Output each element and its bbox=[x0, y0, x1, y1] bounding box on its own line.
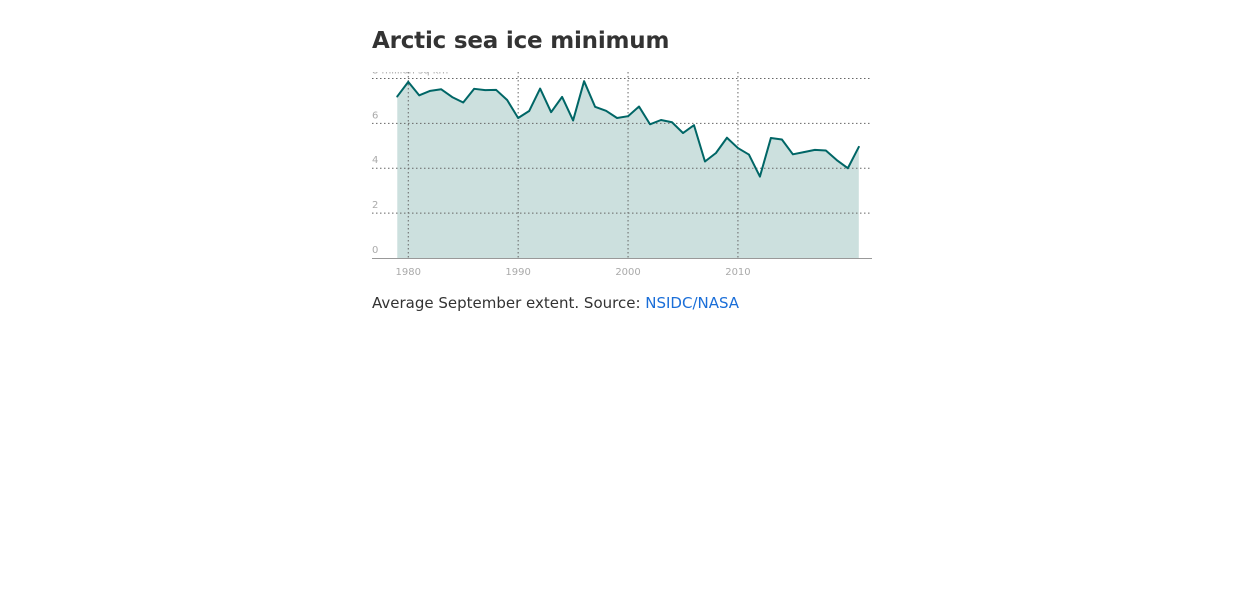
data-point bbox=[561, 96, 563, 98]
data-point bbox=[594, 105, 596, 108]
data-point bbox=[814, 149, 816, 151]
data-point bbox=[462, 101, 465, 104]
area-chart: 0 2 4 6 8 million sq km 1980 1990 2000 2010 bbox=[372, 72, 872, 278]
data-point bbox=[770, 137, 772, 139]
data-point bbox=[847, 167, 849, 170]
data-point bbox=[429, 90, 432, 92]
x-tick-label: 1990 bbox=[505, 267, 530, 278]
chart-caption: Average September extent. Source: NSIDC/… bbox=[372, 294, 739, 312]
data-point bbox=[737, 147, 739, 149]
data-point bbox=[649, 123, 651, 126]
y-tick-label: 6 bbox=[372, 110, 378, 121]
data-point bbox=[605, 110, 607, 112]
data-point bbox=[396, 95, 399, 98]
data-point bbox=[825, 149, 827, 152]
x-tick-label: 1980 bbox=[396, 267, 421, 278]
caption-text: Average September extent. Source: bbox=[372, 294, 646, 312]
data-point bbox=[627, 115, 629, 117]
data-point bbox=[660, 119, 662, 121]
area-fill bbox=[397, 81, 859, 259]
data-point bbox=[858, 146, 860, 148]
y-tick-label: 0 bbox=[372, 245, 378, 256]
data-point bbox=[704, 160, 706, 163]
data-point bbox=[539, 87, 541, 90]
data-point bbox=[484, 89, 486, 91]
data-point bbox=[748, 153, 750, 156]
data-point bbox=[616, 117, 618, 119]
data-point bbox=[495, 89, 497, 91]
chart-card: Arctic sea ice minimum 0 2 4 6 8 million sq … bbox=[372, 26, 872, 312]
data-point bbox=[407, 81, 410, 83]
x-tick-label: 2010 bbox=[725, 267, 750, 278]
data-point bbox=[517, 117, 519, 119]
data-point bbox=[671, 121, 673, 124]
y-tick-label: 4 bbox=[372, 155, 378, 166]
data-point bbox=[550, 111, 552, 113]
data-point bbox=[473, 88, 475, 90]
data-point bbox=[715, 152, 717, 154]
data-point bbox=[418, 94, 421, 97]
x-tick-label: 2000 bbox=[615, 267, 640, 278]
data-point bbox=[451, 96, 454, 98]
y-tick-label: 8 million sq km bbox=[372, 72, 448, 76]
data-point bbox=[583, 80, 585, 82]
data-point bbox=[440, 88, 443, 91]
data-point bbox=[572, 119, 574, 122]
data-point bbox=[726, 136, 728, 139]
data-point bbox=[836, 159, 838, 161]
chart-title: Arctic sea ice minimum bbox=[372, 28, 670, 54]
y-tick-label: 2 bbox=[372, 200, 378, 211]
data-point bbox=[638, 105, 640, 108]
data-point bbox=[506, 99, 508, 101]
data-point bbox=[682, 132, 684, 134]
data-point bbox=[803, 151, 805, 153]
data-point bbox=[759, 175, 761, 178]
data-point bbox=[528, 110, 530, 112]
data-point bbox=[781, 138, 783, 141]
source-link[interactable]: NSIDC/NASA bbox=[645, 294, 740, 312]
data-point bbox=[792, 153, 794, 156]
data-point bbox=[693, 124, 695, 126]
